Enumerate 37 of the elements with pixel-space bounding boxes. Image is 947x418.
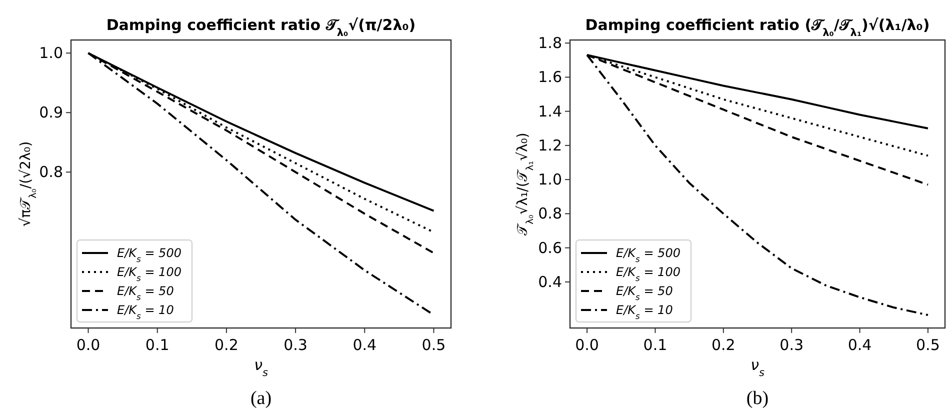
y-tick-label: 0.8 bbox=[538, 204, 562, 223]
legend-label: E/K$_{s}$ = 500 bbox=[117, 246, 182, 264]
x-tick-label: 0.5 bbox=[422, 336, 446, 354]
x-tick-label: 0.1 bbox=[145, 336, 170, 354]
y-tick-label: 1.0 bbox=[39, 44, 63, 62]
y-tick-label: 0.9 bbox=[39, 104, 63, 122]
x-tick-label: 0.0 bbox=[76, 336, 100, 354]
x-tick-label: 0.2 bbox=[711, 336, 736, 354]
text: (a) bbox=[250, 388, 272, 409]
chart-title: Damping coefficient ratio 𝒯$_{λ₀}$√(π/2λ₀) bbox=[106, 16, 416, 39]
legend-label: E/K$_{s}$ = 50 bbox=[117, 284, 174, 302]
x-tick-label: 0.5 bbox=[916, 336, 940, 354]
y-tick-label: 0.8 bbox=[39, 163, 63, 182]
legend-label: E/K$_{s}$ = 100 bbox=[616, 265, 681, 283]
legend-label: E/K$_{s}$ = 500 bbox=[616, 246, 681, 264]
x-tick-label: 0.3 bbox=[284, 336, 308, 354]
x-tick-label: 0.1 bbox=[643, 336, 668, 354]
x-tick-label: 0.4 bbox=[848, 336, 872, 354]
legend-label: E/K$_{s}$ = 50 bbox=[616, 284, 674, 302]
x-tick-label: 0.2 bbox=[214, 336, 238, 354]
x-tick-label: 0.3 bbox=[780, 336, 804, 354]
chart-title: Damping coefficient ratio (𝒯$_{λ₀}$/𝒯$_{λ₁}$)√(λ₁/λ₀) bbox=[585, 16, 930, 39]
y-tick-label: 1.6 bbox=[538, 68, 562, 86]
y-tick-label: 1.0 bbox=[538, 170, 562, 189]
legend-label: E/K$_{s}$ = 100 bbox=[117, 265, 182, 283]
legend-label: E/K$_{s}$ = 10 bbox=[117, 303, 174, 321]
y-tick-label: 0.4 bbox=[538, 272, 562, 291]
text: (b) bbox=[746, 388, 769, 409]
x-axis-title: ν$_{s}$ bbox=[254, 356, 268, 379]
y-tick-label: 0.6 bbox=[538, 238, 562, 257]
y-tick-label: 1.8 bbox=[538, 34, 562, 52]
x-tick-label: 0.0 bbox=[575, 336, 599, 354]
x-axis-title: ν$_{s}$ bbox=[750, 356, 765, 379]
x-tick-label: 0.4 bbox=[352, 336, 377, 354]
legend-label: E/K$_{s}$ = 10 bbox=[616, 303, 674, 321]
y-tick-label: 1.4 bbox=[538, 102, 562, 120]
y-tick-label: 1.2 bbox=[538, 136, 562, 154]
